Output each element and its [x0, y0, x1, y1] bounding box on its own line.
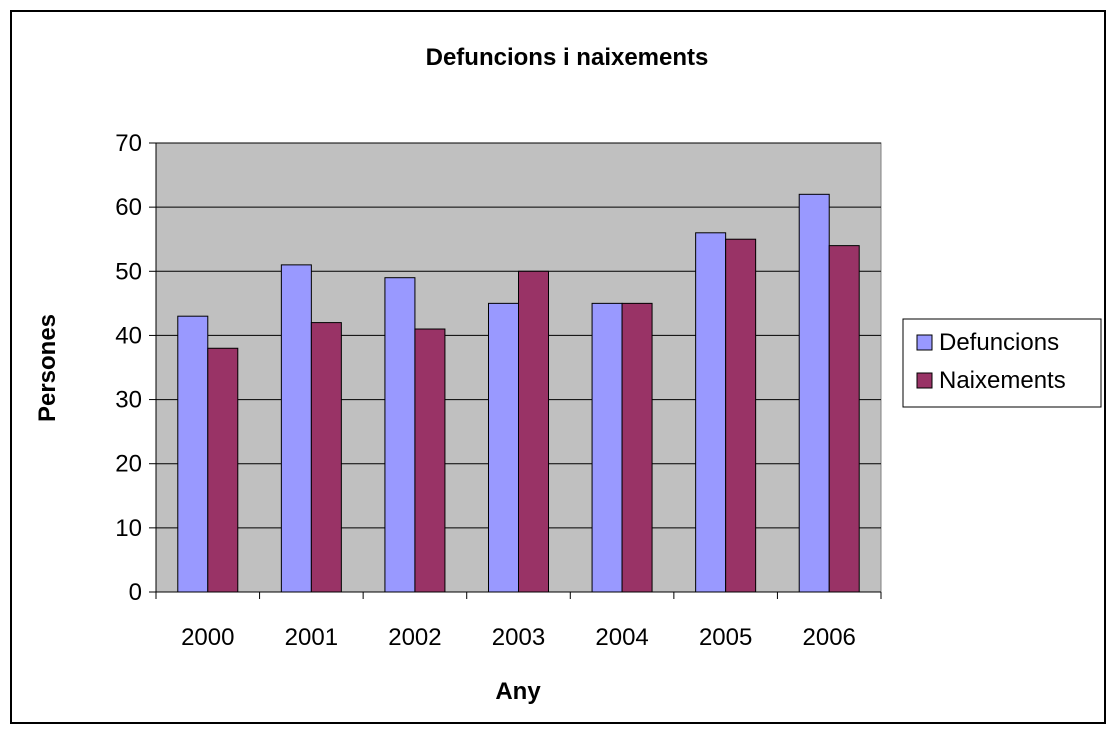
- bar-naixements-2006: [828, 245, 860, 593]
- y-tick-label: 40: [115, 322, 142, 349]
- bar-naixements-2001: [310, 322, 342, 593]
- y-tick-label: 50: [115, 258, 142, 285]
- plot-area: 0 10 20 30 40 50 60 70 2000 2001 2002 2003 2004 2005 2…: [115, 130, 882, 651]
- chart-title: Defuncions i naixements: [426, 44, 709, 71]
- x-tick-label: 2002: [388, 624, 441, 651]
- bar-naixements-2000: [207, 347, 239, 593]
- y-tick-label: 60: [115, 194, 142, 221]
- legend-box: [902, 318, 1102, 408]
- bar-defuncions-2006: [798, 193, 830, 593]
- x-axis-label: Any: [495, 678, 541, 705]
- bar-defuncions-2003: [488, 302, 519, 593]
- bar-naixements-2005: [725, 238, 757, 593]
- bar-naixements-2004: [621, 302, 653, 593]
- legend-swatch-defuncions: [916, 334, 933, 351]
- legend: Defuncions Naixements: [902, 318, 1102, 408]
- bar-defuncions-2005: [695, 232, 727, 593]
- x-tick-label: 2006: [803, 624, 856, 651]
- y-tick-label: 10: [115, 515, 142, 542]
- y-tick-label: 20: [115, 451, 142, 478]
- bar-defuncions-2000: [177, 315, 209, 593]
- x-tick-label: 2001: [285, 624, 338, 651]
- y-tick-label: 0: [129, 579, 142, 606]
- y-tick-label: 70: [115, 130, 142, 157]
- legend-label-defuncions: Defuncions: [939, 329, 1059, 356]
- x-tick-label: 2000: [181, 624, 234, 651]
- bar-defuncions-2001: [280, 264, 312, 593]
- y-tick-label: 30: [115, 387, 142, 414]
- bar-naixements-2002: [414, 328, 446, 593]
- x-tick-label: 2005: [699, 624, 752, 651]
- bar-defuncions-2002: [384, 277, 416, 593]
- bar-defuncions-2004: [591, 302, 623, 593]
- legend-swatch-naixements: [916, 372, 933, 389]
- x-tick-label: 2003: [492, 624, 545, 651]
- y-axis-label: Persones: [34, 314, 61, 422]
- legend-label-naixements: Naixements: [939, 367, 1066, 394]
- bar-naixements-2003: [518, 270, 549, 593]
- x-tick-label: 2004: [595, 624, 648, 651]
